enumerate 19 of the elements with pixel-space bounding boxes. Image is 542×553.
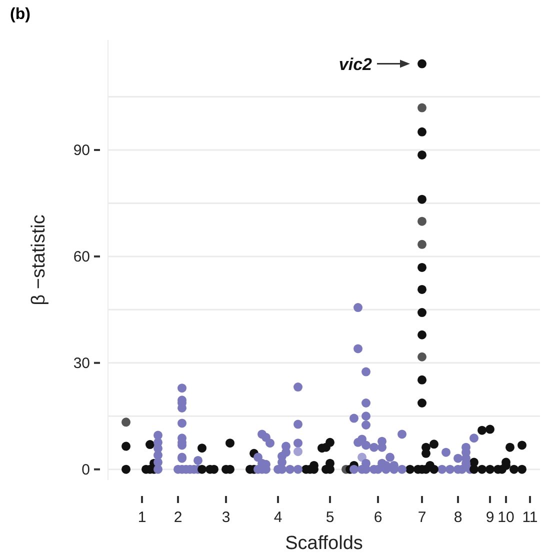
x-tick-label: 1 [138, 509, 146, 526]
y-axis-title: β −statistic [28, 214, 50, 306]
x-axis-title: Scaffolds [285, 533, 363, 553]
y-tick-label: 0 [82, 461, 90, 478]
x-tick-label: 9 [486, 509, 494, 526]
x-tick-label: 7 [418, 509, 426, 526]
x-tick-label: 6 [374, 509, 382, 526]
annotation: vic2 [338, 54, 373, 74]
x-tick-label: 10 [498, 509, 514, 526]
chart-title: (b) [10, 6, 30, 24]
x-tick-label: 3 [222, 509, 230, 526]
x-tick-label: 5 [326, 509, 334, 526]
y-tick-label: 30 [73, 354, 90, 372]
x-tick-label: 8 [454, 509, 462, 526]
y-tick-label: 60 [73, 248, 90, 266]
y-tick-label: 90 [73, 142, 90, 159]
x-tick-label: 11 [522, 509, 538, 526]
x-tick-label: 4 [274, 509, 282, 526]
x-tick-label: 2 [174, 509, 182, 526]
